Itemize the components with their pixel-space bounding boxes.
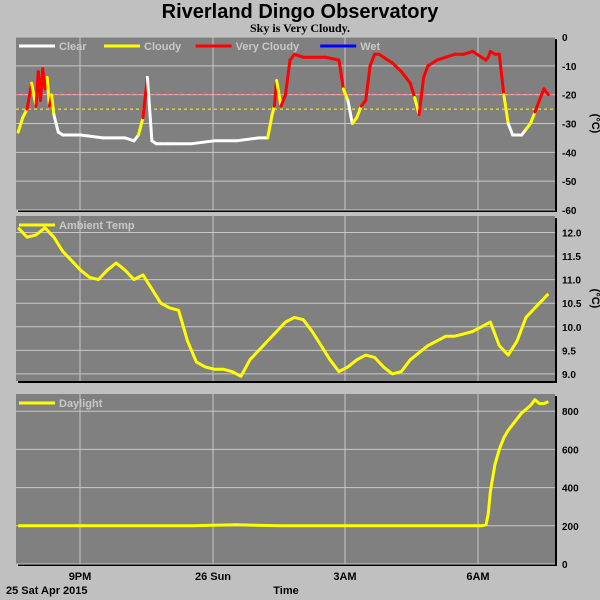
y-tick-label: -60 — [562, 206, 577, 217]
x-axis-label: Time — [273, 585, 299, 597]
series-segment — [422, 64, 430, 79]
series-segment — [364, 64, 372, 102]
series-segment — [25, 81, 34, 111]
series-segment — [284, 58, 292, 97]
y-tick-label: 800 — [562, 407, 579, 418]
series-segment — [542, 87, 550, 97]
y-tick-label: 9.5 — [562, 346, 576, 357]
legend-entry: Ambient Temp — [59, 220, 135, 232]
legend-entry: Wet — [360, 41, 380, 53]
y-tick-label: -20 — [562, 91, 577, 102]
legend-entry: Clear — [59, 41, 87, 53]
y-tick-label: -50 — [562, 177, 577, 188]
series-segment — [382, 55, 394, 65]
y-tick-label: 200 — [562, 522, 579, 533]
series-segment — [275, 78, 283, 108]
series-segment — [390, 61, 403, 74]
series-segment — [355, 104, 363, 120]
y-axis-unit-label: (°C) — [589, 289, 600, 309]
x-tick-label: 26 Sun — [195, 571, 231, 583]
x-tick-label: 3AM — [333, 571, 356, 583]
y-tick-label: -40 — [562, 148, 577, 159]
series-segment — [346, 98, 354, 125]
series-segment — [145, 75, 154, 143]
series-segment — [324, 55, 341, 62]
legend-entry: Very Cloudy — [236, 41, 300, 53]
legend-entry: Daylight — [59, 398, 103, 410]
series-segment — [417, 75, 426, 117]
y-tick-label: 9.0 — [562, 370, 576, 381]
series-segment — [408, 81, 417, 99]
series-segment — [16, 116, 25, 134]
panel-sky: 0 -10 -20 -30 -40 -50 -60 (°C) Clear Cloudy Very C… — [16, 33, 600, 217]
series-line — [17, 226, 550, 378]
y-axis-unit-label: (°C) — [589, 114, 600, 134]
series-segment — [399, 70, 412, 85]
series-segment — [506, 122, 515, 137]
y-tick-label: 400 — [562, 484, 579, 495]
series-segment — [529, 110, 537, 125]
series-segment — [279, 93, 287, 108]
series-segment — [137, 116, 145, 137]
y-tick-label: 12.0 — [562, 229, 582, 240]
series-segment — [21, 107, 29, 120]
series-segment — [337, 58, 345, 91]
plot-background — [16, 216, 555, 381]
series-segment — [368, 52, 377, 68]
legend-entry: Cloudy — [144, 41, 182, 53]
series-segment — [235, 136, 261, 143]
series-segment — [50, 93, 56, 117]
series-segment — [435, 55, 448, 62]
page-subtitle: Sky is Very Cloudy. — [249, 21, 351, 35]
series-segment — [537, 87, 546, 102]
plot-background — [16, 394, 555, 564]
series-segment — [79, 133, 105, 140]
y-tick-label: 11.5 — [562, 252, 581, 263]
series-segment — [123, 136, 136, 143]
date-label: 25 Sat Apr 2015 — [6, 585, 88, 597]
y-tick-label: 600 — [562, 445, 579, 456]
series-segment — [266, 113, 274, 140]
series-segment — [502, 93, 510, 125]
panel-daylight: 0 200 400 600 800 Daylight 9PM 26 Sun 3AM 6AM — [16, 394, 579, 583]
y-tick-label: -30 — [562, 120, 577, 131]
y-tick-label: 11.0 — [562, 276, 581, 287]
panel-ambient: 9.0 9.5 10.0 10.5 11.0 11.5 12.0 (°C) Ambient Te… — [16, 216, 600, 383]
y-tick-label: 10.5 — [562, 299, 582, 310]
series-segment — [292, 52, 305, 59]
x-tick-label: 9PM — [69, 571, 92, 583]
y-tick-label: 10.0 — [562, 323, 582, 334]
series-segment — [190, 139, 216, 146]
series-line — [18, 398, 549, 528]
series-segment — [533, 98, 541, 114]
y-tick-label: 0 — [562, 33, 568, 44]
y-tick-label: 0 — [562, 560, 568, 571]
x-tick-label: 6AM — [466, 571, 489, 583]
series-segment — [444, 52, 457, 59]
series-segment — [341, 87, 350, 102]
series-segment — [462, 49, 475, 56]
page-title: Riverland Dingo Observatory — [161, 1, 439, 23]
y-tick-label: -10 — [562, 62, 577, 73]
series-segment — [497, 52, 506, 97]
